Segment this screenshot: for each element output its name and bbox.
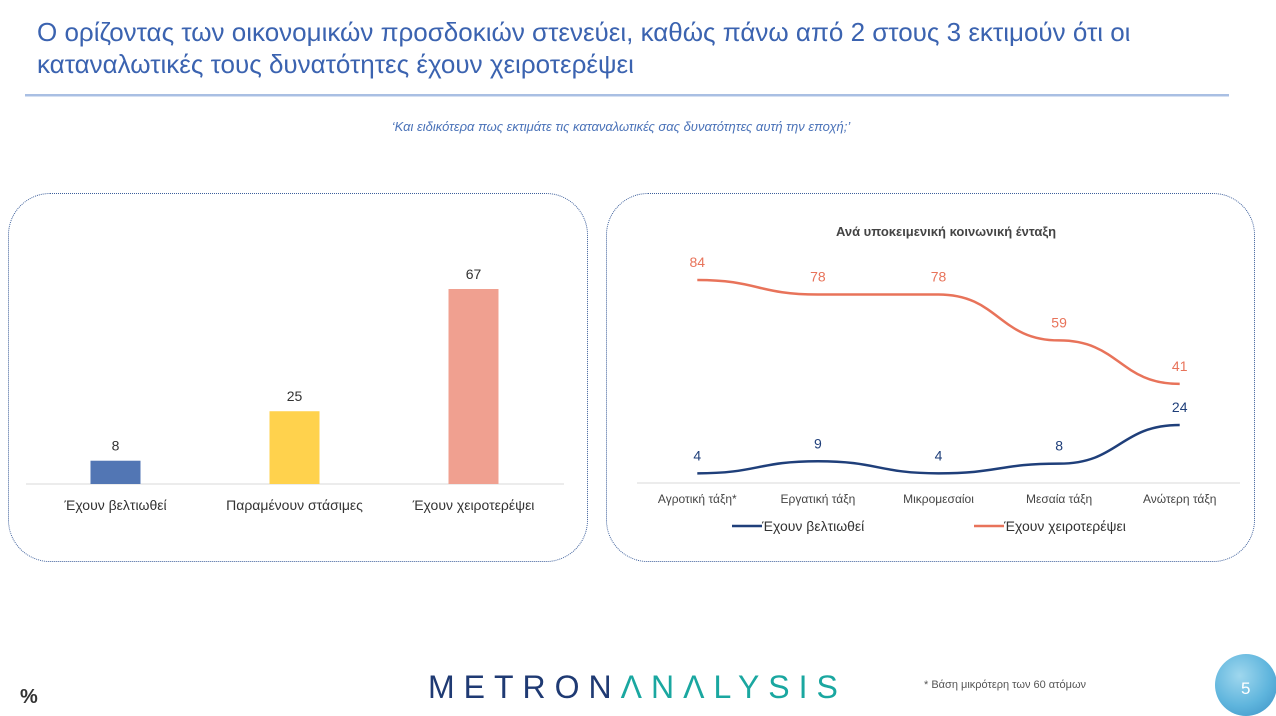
bar-category-label: Παραμένουν στάσιμες (226, 497, 363, 513)
line-chart-panel: Ανά υποκειμενική κοινωνική ένταξη 4 9 4 8 24 8… (606, 193, 1255, 562)
brand-logo-main: METRON (428, 669, 621, 705)
legend-label: Έχουν βελτιωθεί (761, 518, 864, 534)
series-line (697, 278, 1180, 386)
line-value-label: 84 (690, 254, 706, 270)
bar (448, 289, 499, 484)
brand-logo-accent: ΛNΛLYSIS (620, 669, 847, 705)
bar-value-label: 25 (287, 388, 303, 404)
bar-chart: 8 Έχουν βελτιωθεί 25 Παραμένουν στάσιμες 67 Έ… (26, 266, 564, 513)
title-divider (25, 94, 1229, 97)
bar-chart-panel: 8 Έχουν βελτιωθεί 25 Παραμένουν στάσιμες 67 Έ… (8, 193, 588, 562)
line-value-label: 59 (1051, 314, 1067, 330)
line-value-label: 24 (1172, 399, 1188, 415)
legend-label: Έχουν χειροτερέψει (1003, 518, 1126, 534)
line-category-label: Εργατική τάξη (781, 492, 856, 506)
line-chart: Ανά υποκειμενική κοινωνική ένταξη 4 9 4 8 24 8… (637, 224, 1240, 534)
brand-logo: METRONΛNΛLYSIS (428, 669, 847, 706)
line-category-label: Αγροτική τάξη* (658, 492, 737, 506)
series-line (697, 423, 1180, 475)
line-chart-title: Ανά υποκειμενική κοινωνική ένταξη (836, 224, 1056, 239)
bar-category-label: Έχουν βελτιωθεί (63, 497, 166, 513)
line-category-label: Μικρομεσαίοι (903, 492, 974, 506)
page-badge (1215, 654, 1276, 716)
line-value-label: 4 (693, 447, 701, 463)
line-value-label: 41 (1172, 358, 1188, 374)
bar (90, 460, 141, 484)
bar-value-label: 67 (466, 266, 482, 282)
bar-value-label: 8 (112, 438, 120, 454)
line-value-label: 78 (810, 269, 826, 285)
line-value-label: 9 (814, 435, 822, 451)
page-title: Ο ορίζοντας των οικονομικών προσδοκιών σ… (37, 17, 1131, 79)
survey-question: ‘Και ειδικότερα πως εκτιμάτε τις καταναλ… (391, 119, 851, 134)
unit-symbol: % (20, 686, 38, 708)
line-category-label: Ανώτερη τάξη (1143, 492, 1216, 506)
bar-category-label: Έχουν χειροτερέψει (412, 497, 535, 513)
footnote: * Βάση μικρότερη των 60 ατόμων (924, 679, 1087, 691)
line-value-label: 78 (931, 269, 947, 285)
line-value-label: 8 (1055, 438, 1063, 454)
bar (269, 411, 320, 484)
line-category-label: Μεσαία τάξη (1026, 492, 1092, 506)
line-value-label: 4 (935, 447, 943, 463)
page-number: 5 (1241, 679, 1251, 698)
